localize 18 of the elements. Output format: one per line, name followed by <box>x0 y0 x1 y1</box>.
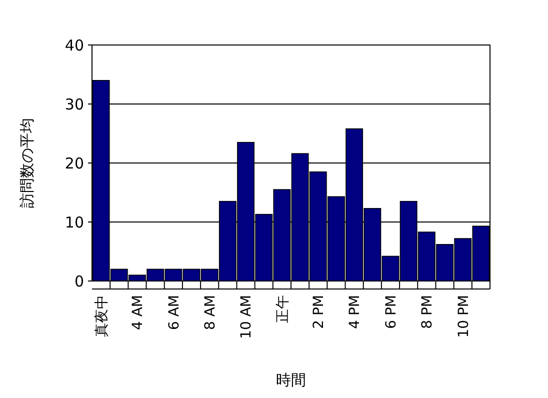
x-tick-label: 8 PM <box>420 295 436 329</box>
x-tick-label: 真夜中 <box>94 295 110 337</box>
y-tick-label: 10 <box>64 213 84 232</box>
x-tick-label: 6 PM <box>383 295 400 329</box>
y-tick-label: 0 <box>74 272 84 290</box>
x-axis-title: 時間 <box>276 371 306 389</box>
x-tick-label: 4 PM <box>347 295 364 329</box>
x-tick-label: 8 AM <box>202 295 218 330</box>
x-tick-label: 4 AM <box>130 295 146 330</box>
y-tick-label: 20 <box>64 154 84 172</box>
x-tick-label: 正午 <box>274 295 291 323</box>
y-axis-title: 訪問数の平均 <box>18 118 36 208</box>
x-tick-label: 10 AM <box>238 295 255 339</box>
x-tick-label: 6 AM <box>166 295 182 330</box>
x-tick-label: 10 PM <box>456 295 472 338</box>
x-tick-label: 2 PM <box>311 295 328 329</box>
y-tick-label: 40 <box>64 36 84 54</box>
y-tick-label: 30 <box>64 95 84 114</box>
